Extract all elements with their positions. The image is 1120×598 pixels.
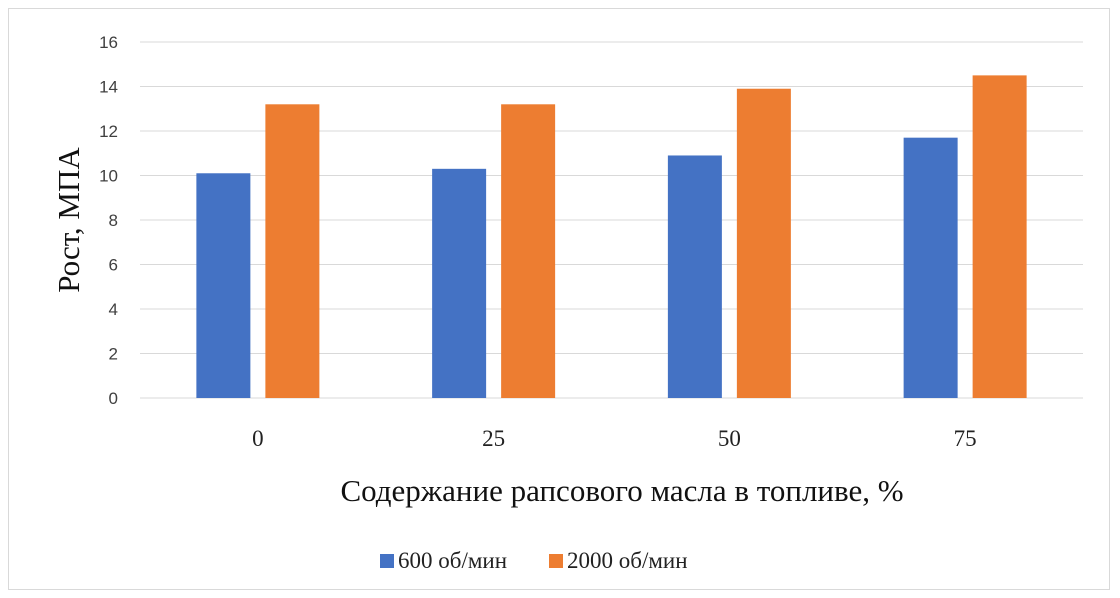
y-axis-title: Рост, МПА	[51, 147, 86, 293]
bar-series-1-cat-25	[432, 168, 487, 398]
y-tick-label: 12	[99, 122, 118, 141]
y-tick-labels: 0 2 4 6 8 10 12 14 16	[99, 33, 118, 408]
x-tick-label: 0	[252, 426, 264, 451]
y-tick-label: 4	[109, 300, 118, 319]
legend-label: 2000 об/мин	[567, 548, 688, 573]
bar-series-1-cat-75	[903, 137, 958, 399]
y-tick-label: 6	[109, 256, 118, 275]
y-tick-label: 0	[109, 389, 118, 408]
bar-series-2-cat-25	[501, 104, 556, 399]
legend: 600 об/мин 2000 об/мин	[380, 548, 688, 573]
bar-series-1-cat-50	[667, 155, 722, 398]
y-tick-label: 16	[99, 33, 118, 52]
bar-series-2-cat-75	[972, 75, 1027, 398]
legend-swatch	[380, 554, 394, 568]
legend-label: 600 об/мин	[398, 548, 507, 573]
legend-swatch	[549, 554, 563, 568]
y-tick-label: 2	[109, 345, 118, 364]
bar-series-2-cat-0	[265, 104, 320, 399]
y-tick-label: 8	[109, 211, 118, 230]
x-tick-label: 25	[482, 426, 505, 451]
bars	[196, 75, 1027, 399]
bar-series-2-cat-50	[736, 88, 791, 398]
y-tick-label: 10	[99, 167, 118, 186]
bar-series-1-cat-0	[196, 173, 251, 398]
y-tick-label: 14	[99, 78, 118, 97]
x-tick-label: 75	[954, 426, 977, 451]
x-axis-title: Содержание рапсового масла в топливе, %	[340, 473, 903, 508]
x-tick-label: 50	[718, 426, 741, 451]
x-tick-labels: 0 25 50 75	[252, 426, 977, 451]
